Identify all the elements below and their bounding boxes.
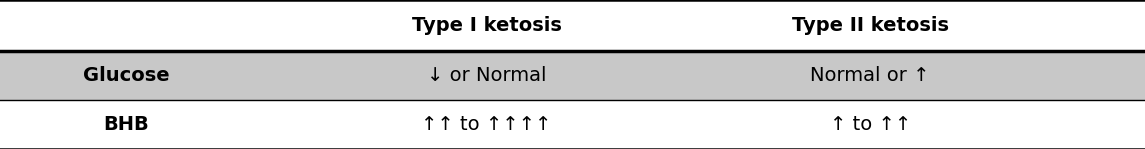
Text: ↓ or Normal: ↓ or Normal bbox=[427, 66, 546, 85]
Text: ↑↑ to ↑↑↑↑: ↑↑ to ↑↑↑↑ bbox=[421, 115, 552, 134]
Text: Normal or ↑: Normal or ↑ bbox=[811, 66, 930, 85]
Text: BHB: BHB bbox=[103, 115, 149, 134]
Text: Type II ketosis: Type II ketosis bbox=[791, 16, 949, 35]
Text: Type I ketosis: Type I ketosis bbox=[412, 16, 561, 35]
Text: ↑ to ↑↑: ↑ to ↑↑ bbox=[830, 115, 910, 134]
Text: Glucose: Glucose bbox=[82, 66, 169, 85]
Bar bbox=[0, 51, 1145, 100]
Bar bbox=[0, 0, 1145, 51]
Bar bbox=[0, 100, 1145, 149]
